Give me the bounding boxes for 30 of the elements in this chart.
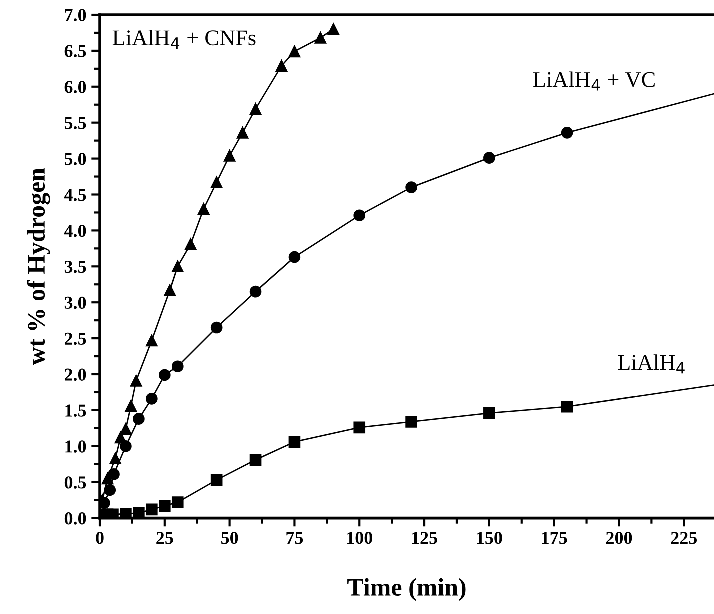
x-axis-title: Time (min): [348, 578, 466, 602]
x-tick-label: 150: [477, 532, 502, 544]
y-tick-label: 2.5: [64, 332, 86, 346]
y-tick-label: 0.0: [64, 512, 86, 525]
x-tick-label: 25: [156, 532, 174, 544]
y-tick-label: 1.5: [66, 404, 86, 417]
series-label: LiAlH$_{4}$ + CNFs: [112, 30, 256, 50]
x-tick-label: 75: [286, 532, 304, 544]
y-tick-label: 0.5: [64, 476, 86, 489]
text: LiAlH$_{4}$ + VC: [534, 72, 655, 91]
x-tick-label: 0: [96, 532, 104, 544]
y-tick-label: 3.5: [64, 260, 86, 274]
x-tick-label: 125: [412, 532, 438, 544]
y-tick-label: 7.0: [65, 9, 86, 22]
x-tick-label: 200: [606, 532, 632, 544]
y-tick-label: 1.0: [66, 440, 86, 453]
y-tick-label: 5.5: [64, 117, 86, 130]
y-tick-label: 4.5: [64, 189, 86, 202]
y-tick-label: 6.5: [64, 45, 86, 58]
y-tick-label: 4.0: [64, 224, 86, 238]
y-tick-label: 6.0: [64, 81, 86, 94]
text: LiAlH$_{4}$: [618, 354, 685, 374]
x-tick-label: 225: [671, 532, 698, 544]
x-tick-label: 100: [348, 532, 372, 544]
x-tick-label: 50: [222, 532, 238, 544]
y-tick-label: 3.0: [64, 296, 86, 310]
y-tick-label: 2.0: [64, 368, 86, 382]
x-tick-label: 175: [542, 532, 568, 544]
y-axis-title: wt % of Hydrogen: [27, 168, 50, 366]
y-tick-label: 5.0: [64, 153, 86, 166]
